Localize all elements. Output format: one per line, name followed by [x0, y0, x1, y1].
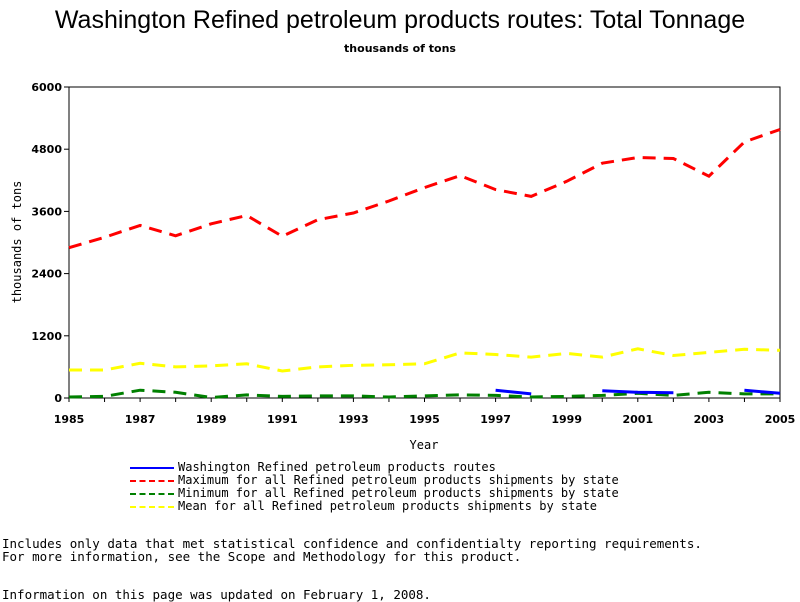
- legend-swatch: [130, 492, 174, 495]
- series-line-3: [69, 347, 781, 373]
- x-tick-label: 1999: [551, 413, 582, 426]
- x-tick-label: 2003: [694, 413, 725, 426]
- x-tick-label: 1987: [125, 413, 156, 426]
- legend-label: Mean for all Refined petroleum products …: [178, 499, 598, 513]
- legend-label: Maximum for all Refined petroleum produc…: [178, 473, 619, 487]
- legend-label: Minimum for all Refined petroleum produc…: [178, 486, 619, 500]
- x-tick-label: 1985: [54, 413, 85, 426]
- updated-note: Information on this page was updated on …: [2, 587, 431, 602]
- x-tick-label: 2005: [765, 413, 796, 426]
- series-line-0: [744, 388, 781, 395]
- legend-entry: Washington Refined petroleum products ro…: [130, 461, 619, 474]
- y-tick-label: 2400: [31, 268, 62, 281]
- confidence-note: Includes only data that met statistical …: [2, 536, 702, 551]
- x-axis-label: Year: [410, 438, 439, 452]
- plot-frame: [68, 86, 781, 399]
- x-tick-label: 1993: [338, 413, 369, 426]
- legend-entry: Mean for all Refined petroleum products …: [130, 500, 619, 513]
- x-tick-label: 1989: [196, 413, 227, 426]
- y-tick-label: 3600: [31, 205, 62, 218]
- legend: Washington Refined petroleum products ro…: [130, 461, 619, 513]
- series-line-1: [68, 128, 781, 250]
- chart-title: Washington Refined petroleum products ro…: [54, 6, 746, 34]
- y-tick-label: 1200: [31, 330, 62, 343]
- series-lines: [68, 128, 781, 400]
- y-tick-label: 6000: [31, 81, 62, 94]
- methodology-note: For more information, see the Scope and …: [2, 549, 522, 564]
- legend-swatch: [130, 505, 174, 508]
- chart-subtitle: thousands of tons: [344, 42, 456, 55]
- y-tick-label: 0: [54, 392, 62, 405]
- legend-swatch: [130, 466, 174, 469]
- series-line-0: [602, 389, 674, 395]
- series-line-0: [495, 388, 532, 396]
- x-tick-label: 1991: [267, 413, 298, 426]
- legend-swatch: [130, 479, 174, 482]
- x-tick-label: 1997: [480, 413, 511, 426]
- y-tick-label: 4800: [31, 143, 62, 156]
- y-axis: 0 1200 2400 3600 4800 6000: [31, 81, 69, 405]
- series-line-2: [68, 388, 780, 400]
- x-tick-label: 1995: [409, 413, 440, 426]
- x-tick-label: 2001: [622, 413, 653, 426]
- legend-entry: Minimum for all Refined petroleum produc…: [130, 487, 619, 500]
- legend-label: Washington Refined petroleum products ro…: [178, 460, 496, 474]
- legend-entry: Maximum for all Refined petroleum produc…: [130, 474, 619, 487]
- x-axis: 1985 1987 1989 1991 1993 1995 1997 1999 2001 2003…: [54, 398, 796, 426]
- y-axis-label: thousands of tons: [10, 181, 24, 304]
